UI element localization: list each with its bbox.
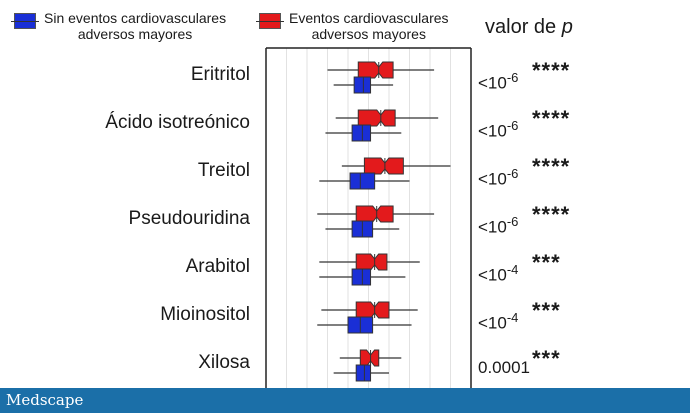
- row-label: Pseudouridina: [128, 208, 250, 229]
- significance-stars: ***: [532, 298, 561, 323]
- legend-label-no-mace: Sin eventos cardiovasculares adversos ma…: [44, 10, 227, 42]
- pvalue-header-text: valor de: [485, 16, 557, 38]
- pvalue-text: 0.0001: [478, 358, 530, 377]
- legend-label-mace: Eventos cardiovasculares adversos mayore…: [289, 10, 449, 42]
- significance-stars: ****: [532, 202, 571, 227]
- pvalue-header: valor de p: [485, 16, 573, 39]
- box-nomace-4-box: [351, 268, 372, 286]
- pvalue-text: <10-6: [478, 70, 519, 93]
- pvalue-text: <10-6: [478, 166, 519, 189]
- box-mace-0-box: [357, 61, 394, 79]
- box-nomace-6-box: [355, 364, 372, 382]
- pvalue-text: <10-6: [478, 214, 519, 237]
- significance-stars: ****: [532, 154, 571, 179]
- significance-stars: ****: [532, 106, 571, 131]
- row-label: Ácido isotreónico: [105, 112, 250, 133]
- legend-item-no-mace: Sin eventos cardiovasculares adversos ma…: [11, 10, 227, 42]
- box-nomace-1-box: [351, 124, 372, 142]
- pvalue-text: <10-4: [478, 310, 519, 333]
- significance-stars: ***: [532, 346, 561, 371]
- legend-swatch-blue: [11, 13, 39, 29]
- significance-stars: ****: [532, 58, 571, 83]
- row-label: Xilosa: [198, 352, 250, 373]
- pvalue-text: <10-6: [478, 118, 519, 141]
- footer-bar: Medscape: [0, 388, 690, 413]
- medscape-logo: Medscape: [6, 391, 84, 409]
- box-nomace-2-box: [349, 172, 376, 190]
- row-label: Mioinositol: [160, 304, 250, 325]
- pvalue-text: <10-4: [478, 262, 519, 285]
- box-mace-1-box: [357, 109, 396, 127]
- legend-item-mace: Eventos cardiovasculares adversos mayore…: [256, 10, 449, 42]
- box-mace-4-box: [355, 253, 388, 271]
- box-nomace-0-box: [353, 76, 372, 94]
- legend-swatch-red: [256, 13, 284, 29]
- significance-stars: ***: [532, 250, 561, 275]
- row-label: Arabitol: [185, 256, 250, 277]
- box-mace-5-box: [355, 301, 390, 319]
- row-label: Eritritol: [190, 64, 250, 85]
- box-mace-2-box: [363, 157, 404, 175]
- box-mace-3-box: [355, 205, 394, 223]
- row-label: Treitol: [197, 160, 250, 181]
- pvalue-header-symbol: p: [561, 16, 573, 38]
